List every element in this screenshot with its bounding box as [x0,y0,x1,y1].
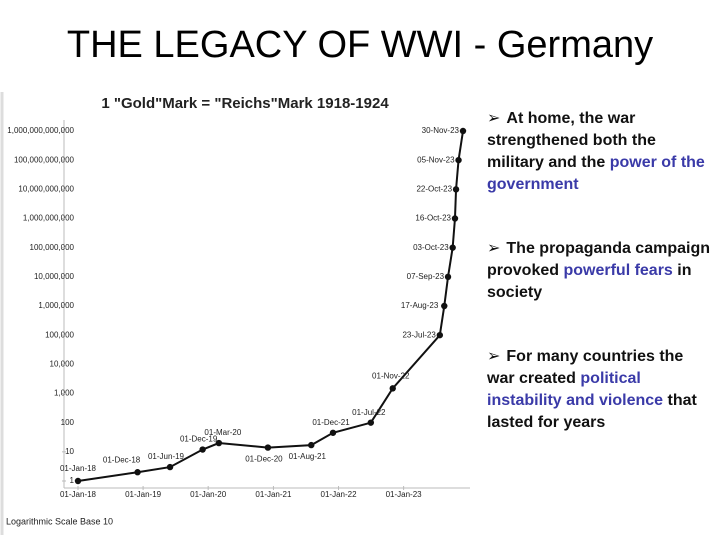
point-label: 16-Oct-23 [415,214,451,223]
y-tick-label: 1,000,000,000 [23,214,75,223]
point-label: 01-Aug-21 [289,452,327,461]
point-label: 01-Nov-22 [372,371,410,380]
bullet-text: The propaganda campaign provoked [487,240,710,279]
point-label: 30-Nov-23 [422,126,460,135]
data-point [199,446,206,453]
data-point [264,444,272,451]
x-tick-label: 01-Jan-19 [125,490,162,499]
point-label: 01-Mar-20 [204,428,241,437]
data-point [452,186,460,193]
chart-title: 1 "Gold"Mark = "Reichs"Mark 1918-1924 [101,95,389,112]
chart: 1 "Gold"Mark = "Reichs"Mark 1918-1924 Lo… [0,92,470,535]
point-label: 01-Jan-18 [60,464,97,473]
data-point [444,273,452,281]
bullet-text: At home, the war strengthened both the m… [487,110,656,171]
bullet-highlight: power of the government [487,154,705,193]
data-point [441,302,448,310]
y-tick-label: 100,000,000 [30,243,75,252]
data-point [459,127,467,135]
x-tick-label: 01-Jan-18 [60,490,97,499]
data-point [455,156,462,164]
data-point [166,463,174,471]
chart-footnote: Logarithmic Scale Base 10 [6,516,113,526]
point-label: 01-Dec-19 [180,435,218,444]
y-tick-label: 100,000,000,000 [14,155,75,164]
data-point [308,441,315,449]
bullet-highlight: powerful fears [563,262,673,279]
point-label: 17-Aug-23 [401,301,439,310]
x-tick-label: 01-Jan-22 [321,490,358,499]
y-tick-label: 1,000,000 [38,301,74,310]
x-tick-label: 01-Jan-20 [190,490,227,499]
point-label: 23-Jul-23 [402,330,436,339]
data-point [449,244,456,251]
y-tick-label: 10,000,000 [34,272,75,281]
point-label: 01-Dec-18 [103,455,141,464]
bullet-highlight: political instability and violence [487,370,664,409]
y-tick-label: 10 [65,447,74,456]
data-point [215,439,223,447]
x-tick-label: 01-Jan-23 [386,490,423,499]
data-point [329,429,337,436]
y-tick-label: 10,000,000,000 [18,184,74,193]
x-tick-label: 01-Jan-21 [255,490,292,499]
bullet-text: For many countries the war created [487,348,684,387]
point-label: 07-Sep-23 [407,272,445,281]
point-label: 01-Jun-19 [148,452,185,461]
data-point [74,477,82,485]
point-label: 05-Nov-23 [417,155,455,164]
bullet-list: At home, the war strengthened both the m… [487,108,712,476]
data-point [451,215,459,222]
y-tick-label: 1,000,000,000,000 [7,126,74,135]
bullet-text: in society [487,262,692,301]
point-label: 22-Oct-23 [416,184,452,193]
point-label: 01-Dec-21 [312,418,350,427]
y-tick-label: 100 [61,418,75,427]
bullet-text: that lasted for years [487,392,697,431]
slide-title: THE LEGACY OF WWI - Germany [66,24,654,66]
y-tick-label: 100,000 [45,330,74,339]
data-point [367,419,375,426]
point-label: 01-Jul-22 [352,408,386,417]
data-point [134,469,141,476]
bullet: At home, the war strengthened both the m… [487,108,712,196]
line [77,130,464,482]
point-label: 03-Oct-23 [413,243,449,252]
bullet: The propaganda campaign provoked powerfu… [487,238,712,304]
data-point [436,331,444,339]
y-tick-label: 1 [70,476,75,485]
point-label: 01-Dec-20 [245,455,283,464]
data-point [389,385,396,392]
bullet: For many countries the war created polit… [487,346,712,434]
